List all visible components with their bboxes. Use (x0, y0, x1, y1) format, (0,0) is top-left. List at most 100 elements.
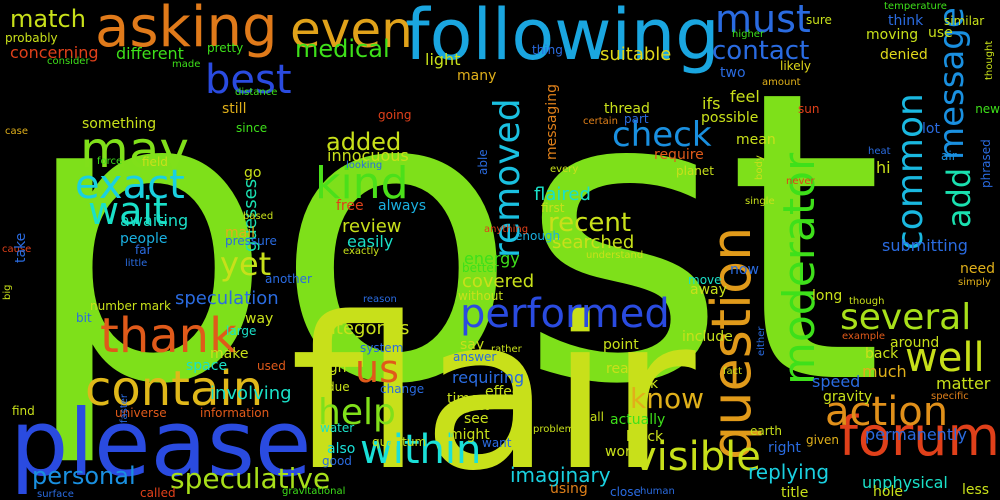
word: problem (533, 424, 575, 435)
word: amount (762, 77, 801, 88)
word: added (326, 128, 402, 156)
word: yet (220, 245, 272, 283)
word: energy (464, 249, 520, 268)
word: actually (610, 412, 666, 428)
word: system (360, 341, 404, 355)
word: reason (363, 294, 397, 305)
word: add (940, 167, 978, 228)
word: several (840, 297, 972, 338)
word: planet (676, 164, 714, 178)
word: called (140, 486, 176, 500)
word: pretty (207, 41, 244, 55)
word: either (756, 326, 767, 356)
word: within (360, 427, 482, 473)
word: categories (315, 318, 410, 339)
word: moderator (774, 152, 825, 385)
word: small (572, 410, 604, 424)
word: work (605, 444, 639, 460)
word: anything (484, 224, 529, 235)
word: case (5, 126, 28, 137)
word: please (10, 390, 312, 497)
word: say (460, 337, 485, 353)
word: field (142, 155, 168, 169)
word: probably (5, 31, 58, 45)
word: well (905, 335, 985, 381)
word: surface (37, 489, 74, 500)
word: human (640, 486, 675, 497)
word: performed (460, 291, 670, 337)
word: example (842, 331, 886, 342)
word: submitting (882, 236, 968, 255)
word: object (452, 399, 489, 413)
word: kind (315, 158, 409, 209)
word: hole (873, 484, 903, 500)
word: likely (780, 59, 812, 73)
word: mail (225, 225, 255, 241)
word: want (482, 436, 512, 450)
word: change (380, 382, 425, 396)
word: good (322, 454, 352, 468)
word: new (975, 102, 1000, 116)
word: us (355, 347, 399, 391)
word: another (265, 272, 312, 286)
word: medical (295, 35, 390, 63)
word: point (603, 337, 639, 353)
word: little (125, 258, 148, 269)
word: title (781, 485, 809, 500)
word: information (200, 406, 270, 420)
word: really (606, 361, 645, 377)
word: cause (2, 244, 32, 255)
word: understand (586, 250, 644, 261)
word: following (405, 0, 720, 76)
word: even (290, 1, 413, 59)
word: force (97, 156, 123, 167)
word: now (730, 262, 759, 278)
word: action (825, 389, 949, 435)
word: wait (88, 189, 168, 233)
word: use (928, 25, 953, 41)
word: faster (119, 393, 130, 423)
word: two (720, 65, 746, 81)
word: light (425, 50, 461, 69)
word: way (245, 311, 274, 327)
word: single (745, 196, 775, 207)
word: going (378, 108, 412, 122)
word: enough (515, 229, 561, 243)
word: due (327, 380, 350, 394)
word: similar (944, 14, 985, 28)
word: used (257, 359, 286, 373)
word: certain (583, 116, 618, 127)
word: bit (76, 311, 92, 325)
word: review (342, 216, 402, 237)
word: first (541, 201, 565, 215)
word: quantum (372, 435, 427, 449)
word: time (447, 391, 479, 407)
word: help (318, 392, 396, 433)
word: thing (532, 43, 563, 57)
word: speculation (175, 288, 279, 309)
word: though (849, 296, 885, 307)
word: thread (604, 101, 650, 117)
word: many (457, 68, 497, 84)
word: hi (876, 158, 891, 177)
word: feel (730, 87, 760, 106)
word: sure (806, 13, 832, 27)
word: must (715, 0, 811, 41)
word: distance (235, 87, 278, 98)
word: thank (100, 308, 237, 364)
word: take (13, 232, 29, 263)
word: also (327, 441, 356, 457)
word: heat (868, 146, 891, 157)
word: looking (346, 160, 383, 171)
word: around (890, 335, 940, 351)
word: better (462, 261, 499, 275)
word: air (941, 149, 957, 163)
word: innocuous (327, 146, 409, 165)
word: suitable (600, 44, 672, 65)
word: matter (936, 374, 991, 393)
word: sun (798, 102, 820, 116)
word: body (754, 155, 765, 180)
word: might (449, 427, 490, 443)
word: able (476, 149, 490, 175)
